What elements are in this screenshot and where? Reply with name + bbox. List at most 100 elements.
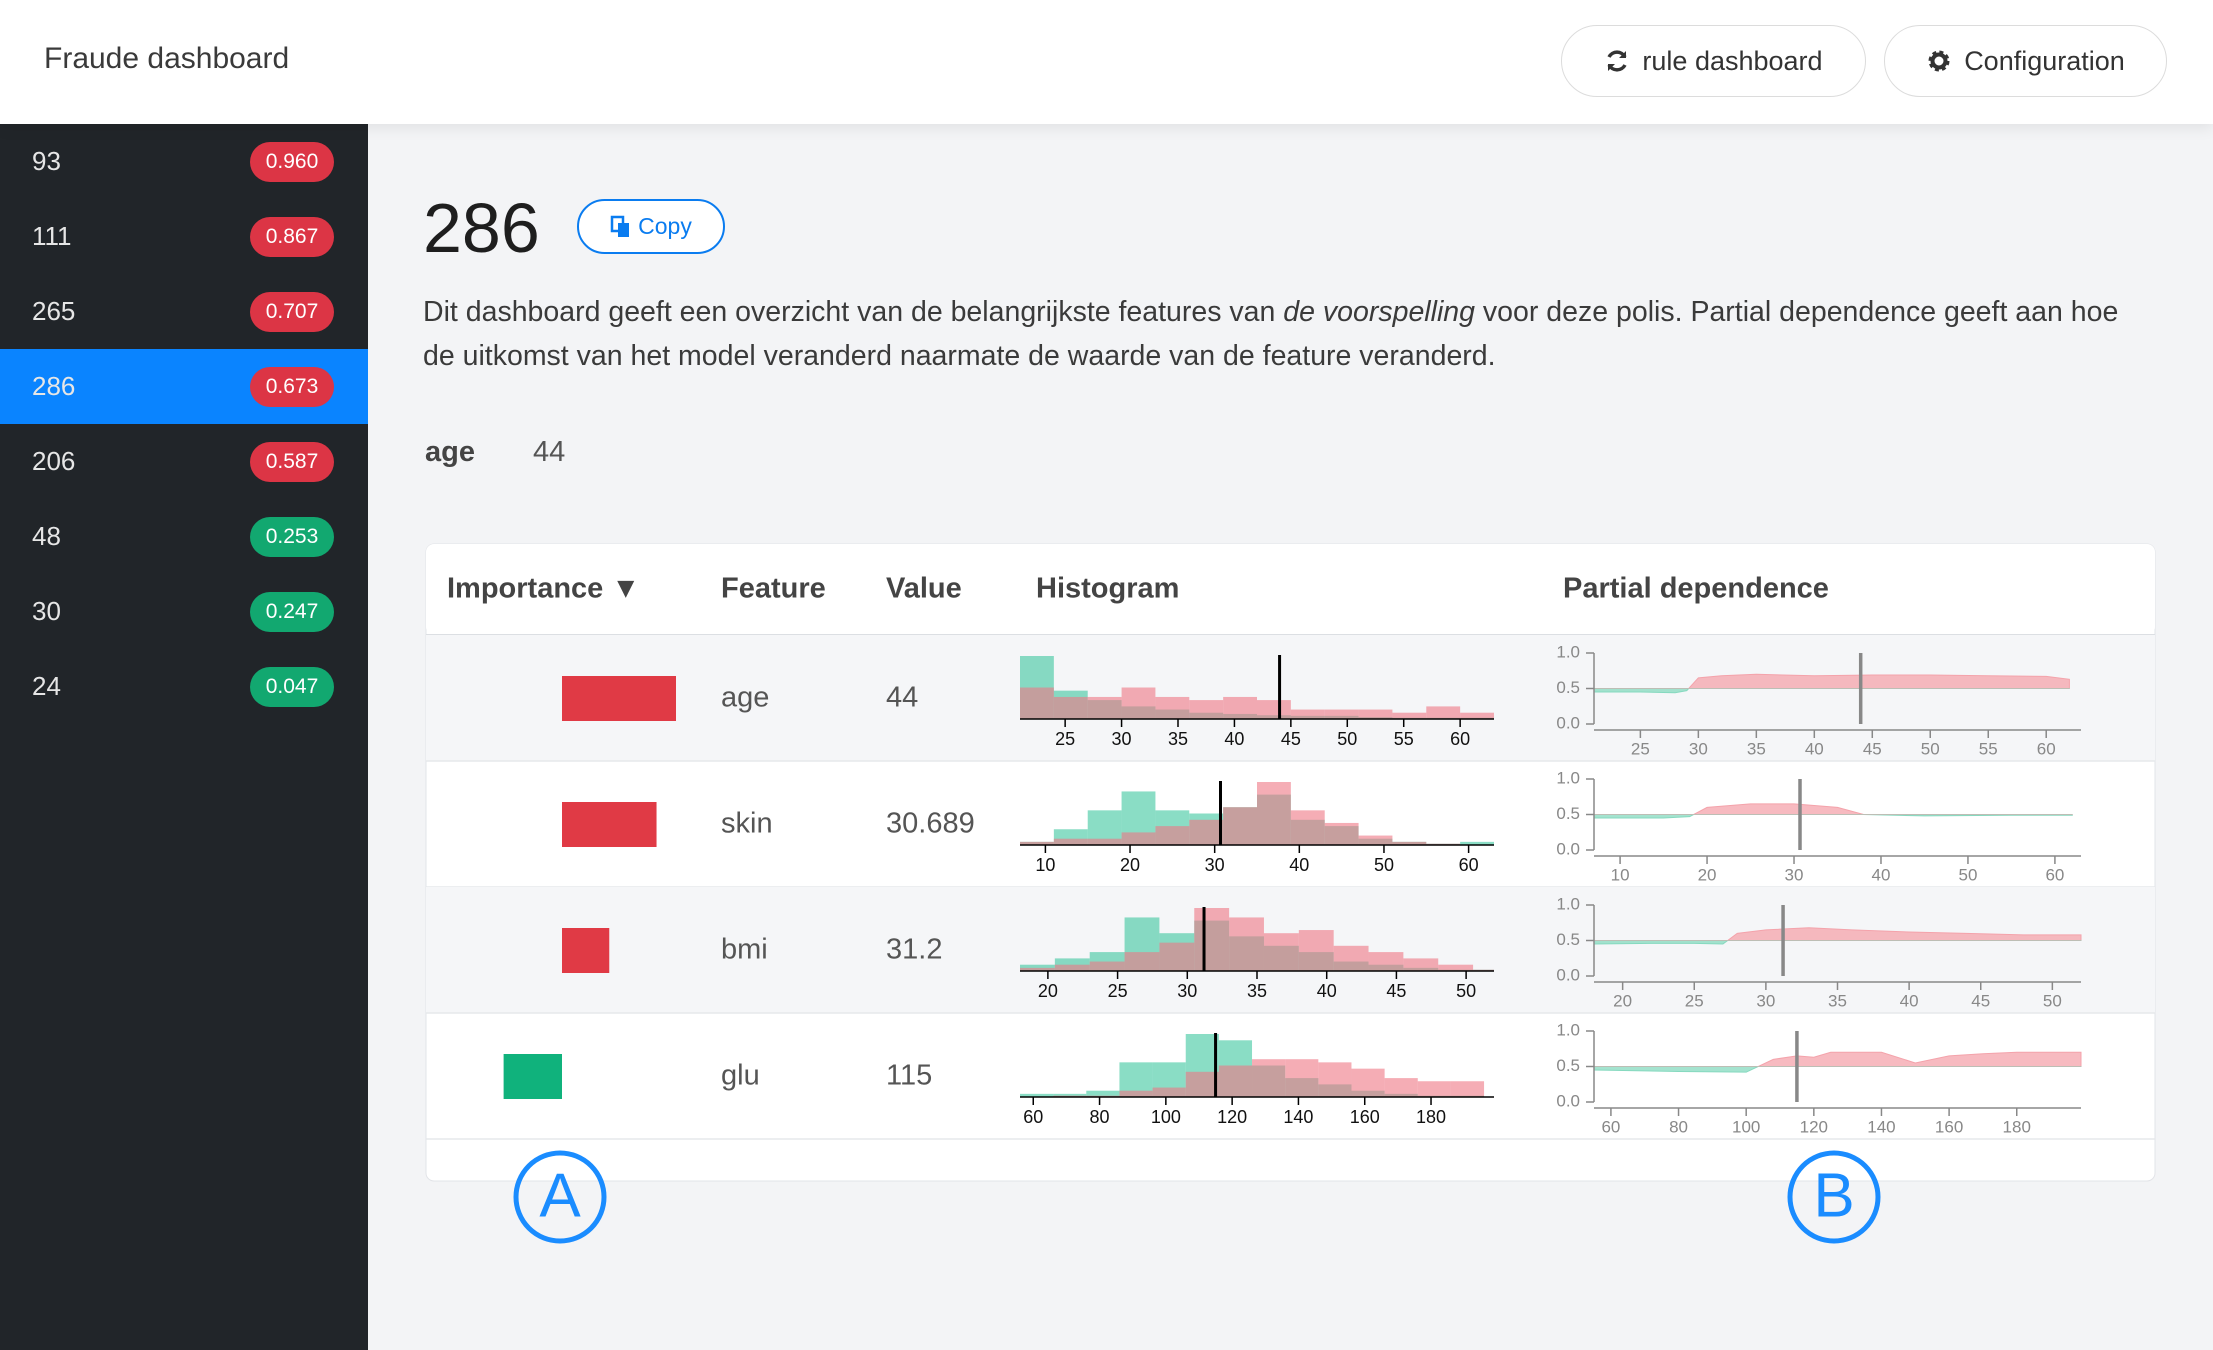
- x-tick-label: 45: [1281, 729, 1301, 749]
- pdp-area-above: [1593, 803, 2073, 815]
- text: Dit dashboard geeft een overzicht van de…: [423, 296, 1284, 328]
- histogram-bar: [1290, 810, 1325, 845]
- x-tick-label: 50: [1456, 981, 1476, 1001]
- x-tick-label: 50: [1921, 739, 1940, 758]
- feature-name: age: [721, 682, 769, 714]
- importance-bar: [562, 676, 676, 721]
- sidebar-item[interactable]: 286 0.673: [0, 349, 368, 424]
- item-id: 30: [32, 596, 61, 626]
- histogram-bar: [1298, 930, 1334, 971]
- x-tick-label: 30: [1112, 729, 1132, 749]
- x-tick-label: 100: [1151, 1107, 1181, 1127]
- histogram-bar: [1384, 1078, 1418, 1097]
- app-title[interactable]: Fraude dashboard: [44, 42, 290, 75]
- histogram-bar: [1450, 1081, 1485, 1097]
- x-tick-label: 20: [1698, 865, 1717, 884]
- x-tick-label: 30: [1205, 855, 1225, 875]
- histogram-bar: [1257, 700, 1291, 719]
- feature-name: glu: [721, 1060, 760, 1092]
- copy-button[interactable]: Copy: [577, 199, 725, 254]
- histogram-bar: [1392, 841, 1427, 845]
- refresh-icon: [1607, 50, 1627, 72]
- sidebar-item[interactable]: 24 0.047: [0, 649, 368, 724]
- emphasis: de voorspelling: [1283, 296, 1475, 328]
- button-label: Copy: [638, 213, 692, 239]
- item-id: 24: [32, 671, 61, 701]
- x-tick-label: 30: [1177, 981, 1197, 1001]
- score-badge: 0.587: [250, 442, 334, 482]
- x-tick-label: 140: [1283, 1107, 1313, 1127]
- item-id: 48: [32, 521, 61, 551]
- histogram-bar: [1155, 696, 1190, 719]
- x-tick-label: 140: [1867, 1117, 1895, 1136]
- histogram-bar: [1438, 964, 1474, 971]
- annotation-label: B: [1813, 1161, 1854, 1230]
- histogram-bar: [1121, 832, 1156, 845]
- x-tick-label: 20: [1613, 991, 1632, 1010]
- feature-value: 115: [886, 1060, 932, 1092]
- sidebar-item[interactable]: 265 0.707: [0, 274, 368, 349]
- sidebar-item[interactable]: 206 0.587: [0, 424, 368, 499]
- histogram-bar: [1020, 967, 1055, 971]
- y-tick-label: 1.0: [1556, 642, 1580, 661]
- column-header: Value: [886, 573, 962, 605]
- pdp-area-below: [1593, 940, 2082, 945]
- x-tick-label: 45: [1386, 981, 1406, 1001]
- histogram-bar: [1223, 696, 1257, 719]
- field-label: age: [425, 436, 475, 468]
- histogram-bar: [1368, 952, 1404, 971]
- x-tick-label: 120: [1800, 1117, 1828, 1136]
- x-tick-label: 60: [2045, 865, 2064, 884]
- sidebar-item[interactable]: 93 0.960: [0, 124, 368, 199]
- histogram-bar: [1119, 1090, 1153, 1097]
- histogram-bar: [1189, 700, 1224, 719]
- y-tick-label: 0.5: [1556, 930, 1580, 949]
- annotation-circle: [1787, 1150, 1881, 1244]
- x-tick-label: 45: [1863, 739, 1882, 758]
- rule-dashboard-button[interactable]: rule dashboard: [1561, 25, 1866, 97]
- histogram-bar: [1124, 952, 1160, 971]
- x-tick-label: 60: [1601, 1117, 1620, 1136]
- page-title: 286: [423, 189, 540, 267]
- y-tick-label: 0.0: [1556, 965, 1580, 984]
- histogram-bar: [1087, 838, 1122, 845]
- x-tick-label: 55: [1394, 729, 1414, 749]
- x-tick-label: 50: [1337, 729, 1357, 749]
- histogram-bar: [1223, 807, 1257, 845]
- histogram-bar: [1324, 822, 1359, 845]
- sidebar-item[interactable]: 48 0.253: [0, 499, 368, 574]
- x-tick-label: 100: [1732, 1117, 1760, 1136]
- x-tick-label: 35: [1247, 981, 1267, 1001]
- x-tick-label: 60: [1023, 1107, 1043, 1127]
- histogram-bar: [1121, 687, 1156, 719]
- text: voor deze polis. Partial dependence geef…: [423, 296, 2119, 372]
- x-tick-label: 180: [2003, 1117, 2031, 1136]
- score-badge: 0.867: [250, 217, 334, 257]
- header-row: [426, 544, 2155, 635]
- histogram-bar: [1403, 958, 1439, 971]
- configuration-button[interactable]: Configuration: [1884, 25, 2167, 97]
- y-tick-label: 0.5: [1556, 1056, 1580, 1075]
- histogram-bar: [1053, 696, 1088, 719]
- sidebar-item[interactable]: 111 0.867: [0, 199, 368, 274]
- x-tick-label: 30: [1689, 739, 1708, 758]
- gear-icon: [1928, 50, 1950, 72]
- x-tick-label: 25: [1108, 981, 1128, 1001]
- x-tick-label: 80: [1090, 1107, 1110, 1127]
- pdp-area-below: [1593, 814, 2073, 819]
- histogram-bar: [1159, 942, 1195, 971]
- annotation-label: A: [539, 1161, 581, 1230]
- description: Dit dashboard geeft een overzicht van de…: [423, 290, 2123, 378]
- field-value: 44: [533, 436, 566, 468]
- histogram-bar: [1185, 1071, 1219, 1097]
- x-tick-label: 25: [1055, 729, 1075, 749]
- item-id: 286: [32, 371, 76, 401]
- histogram-bar: [1089, 961, 1125, 971]
- x-tick-label: 120: [1217, 1107, 1247, 1127]
- histogram-bar: [1087, 696, 1122, 719]
- pdp-area-above: [1593, 673, 2070, 689]
- column-header: Feature: [721, 573, 826, 605]
- x-tick-label: 35: [1828, 991, 1847, 1010]
- sidebar-item[interactable]: 30 0.247: [0, 574, 368, 649]
